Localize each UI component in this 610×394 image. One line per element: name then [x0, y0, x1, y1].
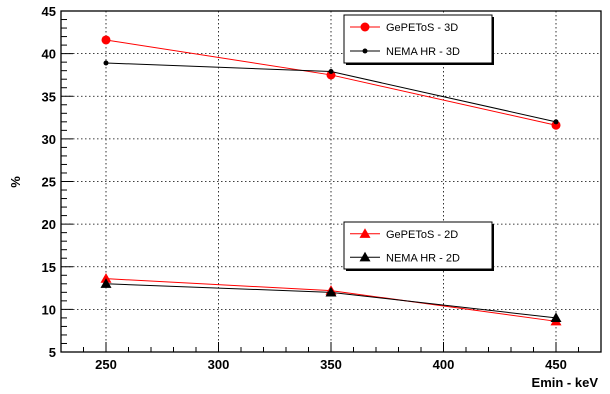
y-tick-label: 45 — [42, 4, 56, 19]
data-point — [103, 60, 109, 66]
grid — [61, 11, 601, 352]
data-point — [100, 273, 112, 283]
y-tick-label: 15 — [42, 260, 56, 275]
x-tick-label: 400 — [433, 357, 455, 372]
y-tick-label: 5 — [49, 345, 56, 360]
x-tick-label: 300 — [208, 357, 230, 372]
ticks — [60, 10, 602, 353]
y-tick-label: 40 — [42, 47, 56, 62]
series-layer — [100, 35, 562, 326]
legend-entry: GePEToS - 3D — [350, 22, 458, 34]
legend-label: NEMA HR - 2D — [386, 252, 460, 264]
legend-box — [343, 14, 493, 64]
legend-label: GePEToS - 3D — [386, 22, 458, 34]
legend-2: GePEToS - 2D NEMA HR - 2D — [343, 221, 494, 271]
x-tick-label: 250 — [95, 357, 117, 372]
legend-entry: GePEToS - 2D — [350, 228, 458, 241]
data-point — [100, 278, 112, 288]
data-point — [326, 70, 336, 80]
legend-marker — [360, 22, 370, 32]
x-axis-title: Emin - keV — [532, 375, 599, 390]
legend-entry: NEMA HR - 2D — [350, 251, 460, 264]
y-tick-label: 20 — [42, 217, 56, 232]
series-2 — [103, 60, 559, 125]
series-1 — [101, 35, 561, 130]
legends: GePEToS - 3D NEMA HR - 3D GePEToS - 2D NEMA… — [343, 14, 494, 271]
legend-marker — [362, 48, 368, 54]
data-point — [550, 312, 562, 323]
legend-entry: NEMA HR - 3D — [350, 46, 460, 58]
y-axis-title: % — [8, 176, 23, 188]
data-point — [553, 119, 559, 125]
legend-marker — [359, 228, 371, 238]
legend-label: GePEToS - 2D — [386, 229, 458, 241]
x-tick-label: 350 — [320, 357, 342, 372]
x-tick-label: 450 — [545, 357, 567, 372]
legend-marker — [359, 251, 371, 262]
data-point — [325, 286, 337, 297]
y-tick-label: 30 — [42, 132, 56, 147]
series-4 — [100, 278, 562, 323]
legend-label: NEMA HR - 3D — [386, 46, 460, 58]
data-point — [551, 120, 561, 130]
y-tick-label: 35 — [42, 89, 56, 104]
y-tick-label: 25 — [42, 175, 56, 190]
tick-labels: 250 300 350 400 450 5 10 15 20 25 30 35 40 45 — [42, 4, 567, 372]
data-point — [101, 35, 111, 45]
legend-1: GePEToS - 3D NEMA HR - 3D — [343, 14, 494, 65]
data-point — [328, 69, 334, 75]
y-tick-label: 10 — [42, 302, 56, 317]
